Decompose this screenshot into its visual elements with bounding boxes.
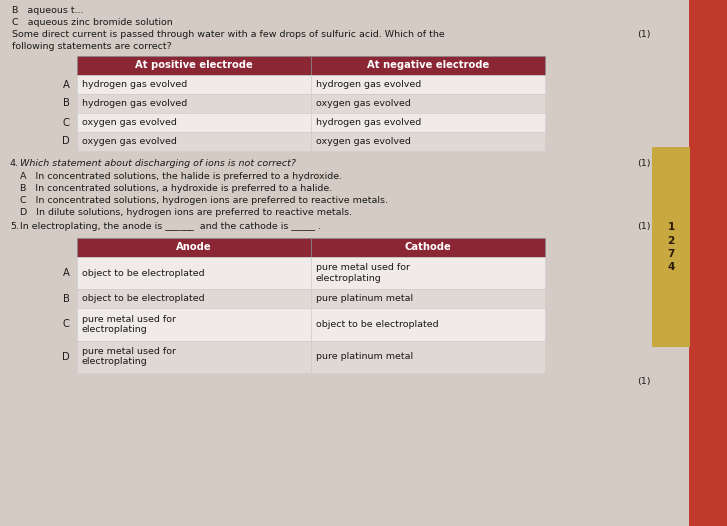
Text: A: A: [63, 268, 70, 278]
Text: B: B: [63, 294, 70, 304]
Bar: [311, 75, 545, 94]
Bar: [311, 238, 545, 257]
Text: oxygen gas evolved: oxygen gas evolved: [82, 137, 177, 146]
Text: 4.: 4.: [10, 159, 19, 168]
Bar: [311, 341, 545, 373]
Bar: [77, 56, 311, 75]
Bar: [689, 0, 727, 526]
Text: 5.: 5.: [10, 222, 19, 231]
Text: C: C: [63, 117, 70, 127]
Bar: [311, 257, 545, 289]
Text: Which statement about discharging of ions is not correct?: Which statement about discharging of ion…: [20, 159, 296, 168]
Text: pure metal used for
electroplating: pure metal used for electroplating: [316, 264, 410, 283]
Bar: [311, 308, 545, 341]
Bar: [77, 94, 311, 113]
Text: hydrogen gas evolved: hydrogen gas evolved: [316, 118, 421, 127]
Text: object to be electroplated: object to be electroplated: [316, 320, 438, 329]
Text: At positive electrode: At positive electrode: [135, 60, 253, 70]
Text: object to be electroplated: object to be electroplated: [82, 295, 204, 304]
Text: pure metal used for
electroplating: pure metal used for electroplating: [82, 347, 176, 367]
Text: hydrogen gas evolved: hydrogen gas evolved: [82, 99, 188, 108]
Text: pure metal used for
electroplating: pure metal used for electroplating: [82, 315, 176, 334]
Text: C   aqueous zinc bromide solution: C aqueous zinc bromide solution: [12, 18, 173, 27]
Text: A   In concentrated solutions, the halide is preferred to a hydroxide.: A In concentrated solutions, the halide …: [20, 172, 342, 181]
Bar: [77, 341, 311, 373]
Bar: [77, 289, 311, 308]
Bar: [77, 308, 311, 341]
Text: Anode: Anode: [176, 242, 212, 252]
Bar: [311, 94, 545, 113]
Text: pure platinum metal: pure platinum metal: [316, 295, 413, 304]
Text: object to be electroplated: object to be electroplated: [82, 269, 204, 278]
Text: At negative electrode: At negative electrode: [367, 60, 489, 70]
Text: following statements are correct?: following statements are correct?: [12, 42, 172, 51]
Bar: [311, 132, 545, 151]
Text: oxygen gas evolved: oxygen gas evolved: [82, 118, 177, 127]
Text: pure platinum metal: pure platinum metal: [316, 352, 413, 361]
Bar: [77, 238, 311, 257]
Text: D: D: [62, 137, 70, 147]
Bar: [77, 132, 311, 151]
Text: hydrogen gas evolved: hydrogen gas evolved: [82, 80, 188, 89]
Text: Some direct current is passed through water with a few drops of sulfuric acid. W: Some direct current is passed through wa…: [12, 30, 445, 39]
Text: (1): (1): [637, 159, 651, 168]
Bar: [77, 113, 311, 132]
Text: B: B: [63, 98, 70, 108]
Text: hydrogen gas evolved: hydrogen gas evolved: [316, 80, 421, 89]
Text: B   In concentrated solutions, a hydroxide is preferred to a halide.: B In concentrated solutions, a hydroxide…: [20, 184, 332, 193]
Bar: [652, 147, 690, 347]
Text: Cathode: Cathode: [405, 242, 451, 252]
Bar: [311, 56, 545, 75]
Text: D: D: [62, 352, 70, 362]
Text: C   In concentrated solutions, hydrogen ions are preferred to reactive metals.: C In concentrated solutions, hydrogen io…: [20, 196, 388, 205]
Text: oxygen gas evolved: oxygen gas evolved: [316, 137, 411, 146]
Bar: [77, 75, 311, 94]
Text: (1): (1): [637, 30, 651, 39]
Bar: [311, 113, 545, 132]
Text: (1): (1): [637, 377, 651, 386]
Text: C: C: [63, 319, 70, 329]
Text: oxygen gas evolved: oxygen gas evolved: [316, 99, 411, 108]
Text: In electroplating, the anode is ______  and the cathode is _____ .: In electroplating, the anode is ______ a…: [20, 222, 321, 231]
Text: B   aqueous t...: B aqueous t...: [12, 6, 84, 15]
Text: 1
2
7
4: 1 2 7 4: [667, 222, 675, 272]
Text: (1): (1): [637, 222, 651, 231]
Bar: [311, 289, 545, 308]
Text: D   In dilute solutions, hydrogen ions are preferred to reactive metals.: D In dilute solutions, hydrogen ions are…: [20, 208, 352, 217]
Text: A: A: [63, 79, 70, 89]
Bar: [77, 257, 311, 289]
